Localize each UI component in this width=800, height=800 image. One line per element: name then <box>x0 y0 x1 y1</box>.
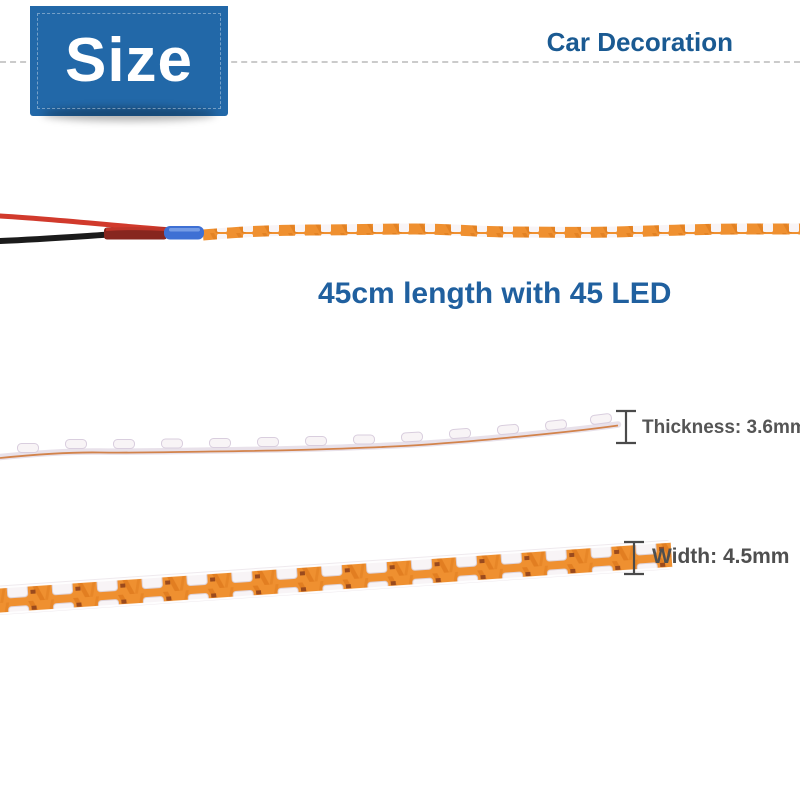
led-bump <box>65 439 87 449</box>
led-bump <box>496 423 520 436</box>
heat-shrink-sleeve <box>104 227 167 240</box>
thickness-measure-icon <box>616 409 636 445</box>
led-bump <box>209 438 231 448</box>
strip-band <box>0 542 673 614</box>
thickness-label: Thickness: 3.6mm <box>642 417 800 438</box>
led-bump <box>113 439 135 449</box>
sleeve-highlight <box>105 227 167 231</box>
length-caption: 45cm length with 45 LED <box>318 277 672 310</box>
led-strip-side-view-image <box>0 413 622 461</box>
blue-sleeve-highlight <box>169 228 200 232</box>
led-bump <box>400 431 424 443</box>
led-strip-top-view-image <box>0 540 673 616</box>
black-wire <box>0 231 121 244</box>
led-bump <box>17 443 39 453</box>
header-dashed-divider <box>0 61 800 63</box>
strip-core-line <box>0 424 619 459</box>
strip-band-group <box>0 540 673 616</box>
category-heading: Car Decoration <box>546 27 733 57</box>
led-bump <box>544 419 568 431</box>
led-bump <box>257 437 279 447</box>
led-strip-with-wires-image <box>0 213 800 244</box>
led-bump <box>305 436 327 446</box>
strip-top-highlight <box>0 540 671 589</box>
led-bump <box>161 438 183 449</box>
strip-sheath <box>0 421 622 461</box>
size-badge: Size <box>30 6 228 116</box>
led-bump <box>448 428 472 439</box>
led-bump <box>589 413 613 425</box>
size-badge-label: Size <box>64 26 194 95</box>
led-strip-band <box>202 223 800 241</box>
strip-bottom-highlight <box>0 566 673 615</box>
width-label: Width: 4.5mm <box>652 545 790 568</box>
led-bump <box>353 434 375 445</box>
width-measure-icon <box>624 540 644 576</box>
